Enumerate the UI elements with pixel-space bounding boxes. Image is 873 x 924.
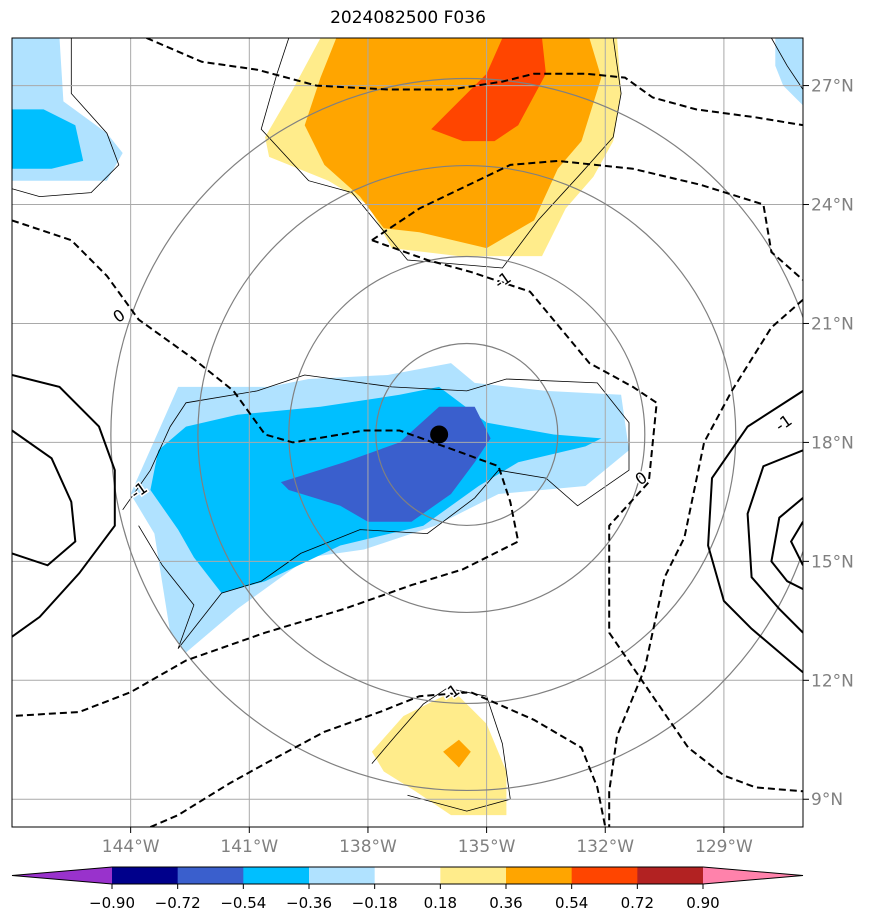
x-tick-label-4: 132°W [576,837,634,857]
colorbar-extend-high [703,867,803,884]
colorbar-swatch-9 [637,867,704,884]
colorbar-tick-label-7: 0.54 [555,894,588,912]
x-tick-label-0: 144°W [102,837,160,857]
plot-frame [11,37,804,828]
x-tick-label-3: 135°W [458,837,516,857]
dashed-contour-3 [146,38,803,127]
colorbar-swatch-3 [243,867,310,884]
x-tick-label-2: 138°W [339,837,397,857]
solid-contour-0 [12,374,116,638]
x-tick-label-5: 129°W [695,837,753,857]
solid-contour-1 [12,429,77,567]
chart-title: 2024082500 F036 [330,8,486,28]
colorbar: −0.90 −0.72 −0.54 −0.36 −0.18 0.18 0.36 0.54 0.7… [11,866,804,912]
thin-contour-0 [122,374,630,649]
colorbar-swatch-2 [177,867,244,884]
colorbar-tick-label-6: 0.36 [489,894,522,912]
colorbar-swatch-4 [309,867,376,884]
thin-contour-4 [260,38,622,269]
dashed-contour-5 [150,691,607,827]
colorbar-tick-label-1: −0.72 [155,894,201,912]
range-ring-2 [197,164,737,705]
dashed-contour-lines [12,38,803,827]
colorbar-tick-label-0: −0.90 [89,894,135,912]
filled-contours [12,38,803,816]
filled-region-5 [431,38,546,142]
x-tick-label-1: 141°W [220,837,278,857]
y-tick-label-1: 12°N [811,671,854,691]
range-ring-1 [288,255,646,614]
colorbar-tick-label-9: 0.90 [686,894,719,912]
lat-lon-gridlines [12,38,803,827]
contour-label-2: 0 [632,468,651,489]
thin-contour-2 [12,38,120,198]
colorbar-tick-label-3: −0.36 [286,894,332,912]
colorbar-tick-label-5: 0.18 [424,894,457,912]
contour-label-4: -1 [772,411,796,436]
y-tick-label-2: 15°N [811,552,854,572]
y-tick-label-5: 24°N [811,196,854,216]
solid-contour-5 [789,521,803,566]
colorbar-swatch-8 [571,867,638,884]
dashed-contour-1 [371,159,803,281]
colorbar-tick-label-2: −0.54 [220,894,266,912]
storm-center-marker [430,425,449,444]
dashed-contour-4 [608,298,803,827]
solid-contour-lines [12,374,803,674]
thin-contour-5 [771,38,803,90]
filled-region-10 [775,38,803,106]
colorbar-tick-label-8: 0.72 [621,894,654,912]
filled-region-6 [371,696,507,816]
range-ring-0 [375,342,559,527]
contour-label-1: -1 [491,268,515,293]
colorbar-swatch-5 [374,867,441,884]
colorbar-extend-low [12,867,112,884]
colorbar-swatch-7 [506,867,573,884]
solid-contour-2 [707,390,803,674]
solid-contour-3 [746,449,803,634]
colorbar-swatch-6 [440,867,507,884]
y-tick-label-0: 9°N [811,790,843,810]
dashed-contour-2 [371,239,803,793]
thin-contour-3 [276,38,290,74]
filled-region-7 [443,739,471,768]
solid-contour-4 [770,497,803,590]
colorbar-swatch-1 [112,867,179,884]
y-axis-ticks: 9°N 12°N 15°N 18°N 21°N 24°N 27°N [803,77,854,810]
x-axis-ticks: 144°W 141°W 138°W 135°W 132°W 129°W [102,827,753,857]
y-tick-label-4: 21°N [811,314,854,334]
range-ring-3 [110,78,803,791]
colorbar-tick-label-4: −0.18 [352,894,398,912]
y-tick-label-3: 18°N [811,433,854,453]
center-dot [430,425,449,444]
dashed-contour-0 [12,219,520,717]
thin-contour-lines [12,38,803,812]
y-tick-label-6: 27°N [811,77,854,97]
filled-region-9 [12,109,84,169]
range-rings [110,78,803,791]
